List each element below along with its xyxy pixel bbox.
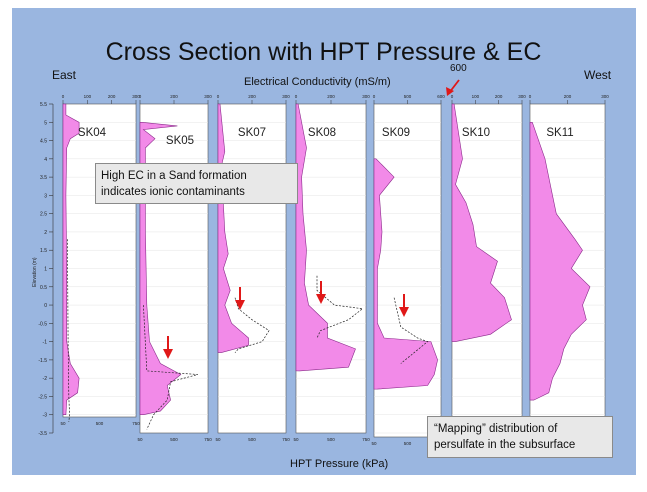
ec-profile [451,103,512,342]
hpt-tick-label: 500 [248,437,256,442]
hpt-tick-label: 50 [293,437,299,442]
y-tick-label: -2.5 [38,394,47,400]
ec-tick-label: 0 [217,94,220,99]
hpt-tick-label: 50 [215,437,221,442]
ec-tick-label: 0 [62,94,65,99]
ec-tick-label: 300 [282,94,290,99]
hpt-tick-label: 750 [132,421,140,426]
boring-label-sk11: SK11 [546,127,573,139]
y-tick-label: 2.5 [40,212,47,218]
y-tick-label: -3 [43,413,48,419]
ec-profile [139,121,182,416]
y-tick-label: -1 [43,340,48,346]
y-tick-label: 3.5 [40,175,47,181]
ec-tick-label: 200 [170,94,178,99]
y-tick-label: 5.5 [40,102,47,108]
hpt-trace [234,297,270,353]
ec-tick-label: 200 [564,94,572,99]
ec-tick-label: 300 [601,94,609,99]
callout-600-arrow-head [446,87,454,96]
hpt-tick-label: 50 [60,421,66,426]
ec-profile [62,103,80,416]
hpt-tick-label: 50 [371,441,377,446]
ec-axis-title: Electrical Conductivity (mS/m) [244,76,391,88]
ec-profile [217,103,249,353]
ec-tick-label: 300 [518,94,526,99]
ec-annotation-box: High EC in a Sand formation indicates io… [95,163,298,204]
west-label: West [584,68,612,82]
y-tick-label: 2 [44,230,47,236]
ec-tick-label: 500 [404,94,412,99]
y-tick-label: 1 [44,267,47,273]
hpt-tick-label: 750 [204,437,212,442]
boring-label-sk09: SK09 [382,127,410,139]
east-label: East [52,68,77,82]
boring-label-sk10: SK10 [462,127,490,139]
ec-tick-label: 0 [373,94,376,99]
y-tick-label: -3.5 [38,431,47,437]
hpt-trace [393,297,429,364]
hpt-trace [67,239,70,423]
hpt-tick-label: 500 [327,437,335,442]
y-tick-label: -1.5 [38,358,47,364]
slide-title: Cross Section with HPT Pressure & EC [105,38,542,66]
ec-tick-label: 0 [139,94,142,99]
hpt-trace [316,275,364,339]
mapping-annotation-box: “Mapping” distribution of persulfate in … [427,416,613,458]
ec-annotation-line1: High EC in a Sand formation [101,170,247,182]
red-arrow-head [399,307,409,317]
ec-tick-label: 300 [204,94,212,99]
ec-tick-label: 200 [495,94,503,99]
callout-600-label: 600 [450,63,467,74]
ec-annotation-line2: indicates ionic contaminants [101,186,245,198]
panel-frame [62,103,137,418]
ec-profile [529,121,591,401]
ec-tick-label: 0 [295,94,298,99]
ec-tick-label: 0 [451,94,454,99]
ec-tick-label: 300 [132,94,140,99]
red-arrow-head [163,349,173,359]
hpt-tick-label: 50 [137,437,143,442]
mapping-annotation-line2: persulfate in the subsurface [434,439,576,451]
boring-label-sk07: SK07 [238,127,266,139]
y-tick-label: -0.5 [38,321,47,327]
boring-label-sk05: SK05 [166,135,194,147]
boring-label-sk04: SK04 [78,127,107,139]
y-tick-label: 4.5 [40,139,47,145]
boring-label-sk08: SK08 [308,127,336,139]
y-tick-label: 5 [44,120,47,126]
hpt-tick-label: 500 [170,437,178,442]
y-tick-label: -2 [43,376,48,382]
y-axis-title: Elevation (m) [32,257,38,287]
hpt-tick-label: 500 [404,441,412,446]
ec-tick-label: 600 [437,94,445,99]
ec-tick-label: 100 [472,94,480,99]
y-tick-label: 4 [44,157,47,163]
red-arrow-head [235,300,245,310]
hpt-trace [143,305,198,430]
ec-tick-label: 300 [362,94,370,99]
y-tick-label: 0 [44,303,47,309]
ec-tick-label: 200 [327,94,335,99]
ec-tick-label: 200 [248,94,256,99]
ec-profile [373,158,438,390]
ec-profile [295,103,356,372]
ec-tick-label: 100 [84,94,92,99]
hpt-tick-label: 500 [96,421,104,426]
y-tick-label: 3 [44,193,47,199]
y-tick-label: 0.5 [40,285,47,291]
ec-tick-label: 200 [108,94,116,99]
hpt-tick-label: 750 [282,437,290,442]
ec-tick-label: 0 [529,94,532,99]
y-tick-label: 1.5 [40,248,47,254]
red-arrow-head [316,294,326,304]
hpt-tick-label: 750 [362,437,370,442]
hpt-axis-title: HPT Pressure (kPa) [290,458,389,470]
mapping-annotation-line1: “Mapping” distribution of [434,423,558,435]
